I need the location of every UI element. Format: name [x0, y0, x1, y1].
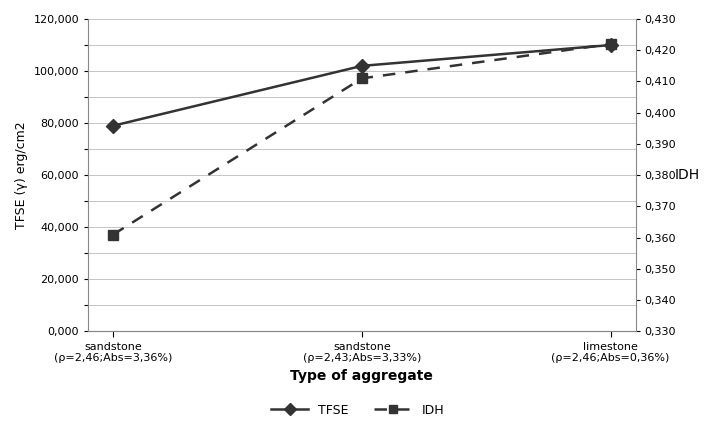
Y-axis label: TFSE (γ) erg/cm2: TFSE (γ) erg/cm2 [15, 122, 28, 229]
TFSE [358, 63, 366, 68]
IDH [109, 232, 117, 237]
Line: IDH: IDH [108, 39, 616, 239]
Legend: TFSE, IDH: TFSE, IDH [266, 399, 449, 422]
TFSE [109, 123, 117, 128]
TFSE [606, 42, 615, 48]
Y-axis label: IDH: IDH [675, 168, 700, 182]
X-axis label: Type of aggregate: Type of aggregate [290, 369, 433, 383]
IDH [606, 42, 615, 47]
IDH [358, 76, 366, 81]
Line: TFSE: TFSE [108, 40, 616, 131]
